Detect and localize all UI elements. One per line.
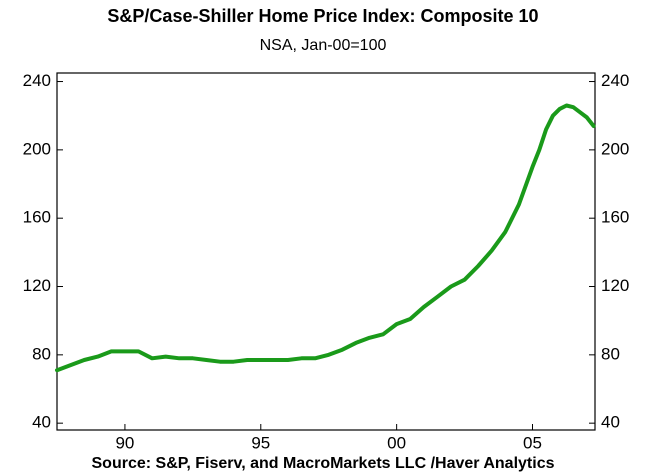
- y-tick-label: 80: [32, 344, 51, 363]
- x-tick-label: 90: [115, 433, 134, 452]
- x-tick-label: 00: [387, 433, 406, 452]
- source-note: Source: S&P, Fiserv, and MacroMarkets LL…: [92, 455, 555, 472]
- y2-tick-label: 240: [601, 71, 629, 90]
- y2-tick-label: 160: [601, 208, 629, 227]
- y-tick-label: 120: [23, 276, 51, 295]
- y-tick-label: 240: [23, 71, 51, 90]
- line-series: [55, 103, 596, 373]
- x-tick-label: 95: [251, 433, 270, 452]
- plot-frame: [56, 72, 596, 431]
- y2-tick-label: 200: [601, 139, 629, 158]
- y2-tick-label: 120: [601, 276, 629, 295]
- y2-tick-label: 80: [601, 344, 620, 363]
- chart-subtitle: NSA, Jan-00=100: [260, 37, 387, 54]
- y-tick-label: 200: [23, 139, 51, 158]
- y2-tick-label: 40: [601, 413, 620, 432]
- x-tick-label: 05: [523, 433, 542, 452]
- y-tick-label: 160: [23, 208, 51, 227]
- chart-title: S&P/Case-Shiller Home Price Index: Compo…: [107, 6, 538, 26]
- y-tick-label: 40: [32, 413, 51, 432]
